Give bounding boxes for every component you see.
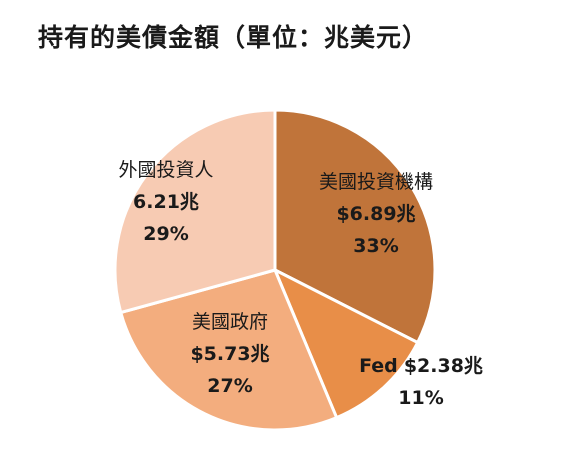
- slice-percent-us-institutions: 33%: [353, 235, 399, 257]
- slice-percent-us-government: 27%: [207, 375, 253, 397]
- label-foreign-investors: 外國投資人 6.21兆 29%: [96, 154, 236, 250]
- slice-value-fed: $2.38兆: [403, 355, 483, 377]
- slice-name-foreign-investors: 外國投資人: [118, 159, 214, 181]
- slice-value-us-institutions: $6.89兆: [336, 203, 416, 225]
- slice-percent-fed: 11%: [398, 387, 444, 409]
- slice-us-government: [118, 268, 339, 432]
- label-us-government: 美國政府 $5.73兆 27%: [160, 306, 300, 402]
- slice-name-fed: Fed: [359, 355, 398, 377]
- slice-fed: [272, 266, 420, 420]
- slice-percent-foreign-investors: 29%: [143, 223, 189, 245]
- chart-title: 持有的美債金額（單位：兆美元）: [38, 23, 429, 52]
- slice-name-us-institutions: 美國投資機構: [318, 171, 433, 193]
- label-us-institutions: 美國投資機構 $6.89兆 33%: [296, 166, 456, 262]
- slice-name-us-government: 美國政府: [191, 311, 268, 333]
- label-fed: Fed $2.38兆 11%: [346, 350, 496, 414]
- slice-value-us-government: $5.73兆: [190, 343, 270, 365]
- slice-value-foreign-investors: 6.21兆: [133, 191, 199, 213]
- slice-foreign-investors: [113, 108, 277, 315]
- slice-us-institutions: [273, 108, 437, 345]
